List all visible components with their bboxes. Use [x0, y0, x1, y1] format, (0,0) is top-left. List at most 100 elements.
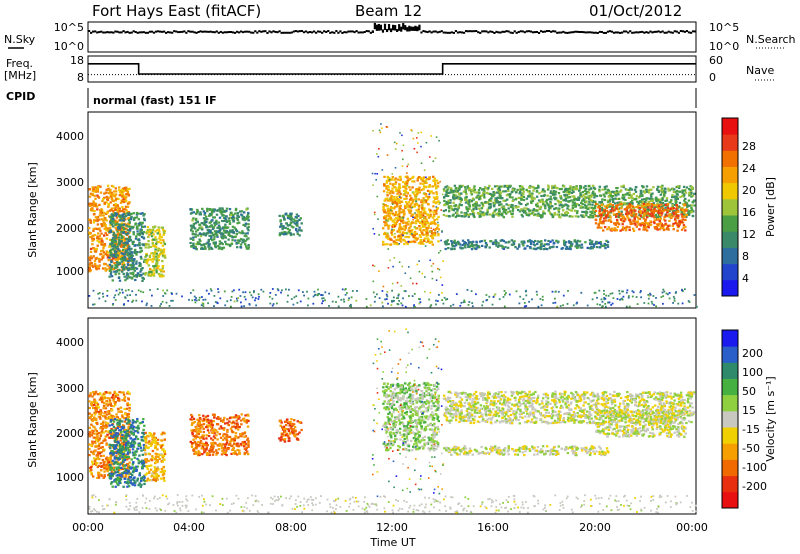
echo-cell	[582, 194, 585, 197]
echo-cell	[121, 229, 125, 232]
echo-cell	[108, 256, 111, 259]
echo-cell	[121, 217, 124, 220]
echo-cell	[639, 211, 642, 214]
echo-cell	[274, 294, 277, 296]
noise-sample	[550, 30, 553, 33]
echo-cell	[590, 187, 593, 190]
echo-cell	[223, 209, 227, 213]
echo-cell	[564, 247, 568, 250]
echo-cell	[435, 179, 439, 182]
echo-cell	[213, 295, 216, 297]
echo-cell	[399, 211, 402, 214]
echo-cell	[240, 213, 243, 216]
echo-cell	[665, 199, 669, 202]
echo-cell	[130, 257, 133, 260]
echo-cell	[452, 213, 455, 216]
echo-cell	[199, 240, 202, 243]
echo-cell	[158, 274, 162, 277]
echo-cell	[541, 295, 544, 298]
echo-cell	[415, 188, 418, 191]
echo-cell	[674, 198, 677, 201]
echo-cell	[494, 293, 497, 296]
noise-sample	[100, 30, 103, 33]
echo-cell	[443, 199, 446, 202]
echo-cell	[437, 215, 440, 218]
echo-cell	[430, 232, 434, 235]
noise-sample	[610, 30, 614, 33]
echo-cell	[632, 205, 635, 208]
echo-cell	[221, 211, 224, 214]
noise-sample	[148, 30, 151, 33]
echo-cell	[92, 229, 95, 232]
echo-cell	[635, 195, 639, 198]
echo-cell	[685, 213, 689, 217]
noise-sample	[501, 30, 504, 33]
echo-cell	[143, 217, 146, 220]
echo-cell	[98, 227, 101, 230]
echo-cell	[672, 302, 674, 304]
noise-sample	[118, 31, 121, 34]
echo-cell	[96, 218, 99, 221]
noise-sample	[665, 31, 668, 34]
echo-cell	[642, 217, 646, 220]
echo-cell	[421, 219, 425, 222]
echo-cell	[635, 200, 639, 203]
echo-cell	[122, 217, 126, 220]
echo-cell	[191, 225, 194, 228]
echo-cell	[192, 246, 196, 249]
echo-cell	[114, 187, 117, 190]
echo-cell	[288, 229, 291, 232]
echo-cell	[609, 216, 612, 219]
noise-sample	[160, 30, 164, 33]
echo-cell	[110, 191, 113, 194]
echo-cell	[117, 206, 120, 209]
echo-cell	[402, 185, 406, 188]
noise-sample	[588, 31, 591, 34]
echo-cell	[641, 200, 644, 203]
echo-cell	[413, 216, 417, 219]
echo-cell	[127, 239, 131, 243]
echo-cell	[621, 226, 625, 229]
echo-cell	[584, 241, 587, 244]
noise-sample	[479, 31, 482, 34]
echo-cell	[109, 250, 112, 254]
echo-cell	[121, 263, 124, 266]
echo-cell	[531, 199, 535, 203]
echo-cell	[156, 249, 160, 252]
echo-cell	[120, 245, 123, 248]
echo-cell	[600, 206, 604, 209]
echo-cell	[653, 226, 656, 229]
echo-cell	[495, 244, 498, 247]
noise-sample	[337, 31, 340, 34]
noise-sample	[345, 31, 348, 34]
echo-cell	[562, 239, 566, 242]
echo-cell	[209, 229, 212, 232]
echo-cell	[538, 214, 542, 217]
echo-cell	[611, 207, 614, 210]
noise-sample	[272, 30, 275, 33]
echo-cell	[258, 295, 260, 298]
noise-sample	[548, 30, 551, 33]
echo-cell	[411, 228, 414, 232]
echo-cell	[445, 240, 448, 243]
echo-cell	[661, 209, 664, 213]
echo-cell	[547, 209, 550, 212]
echo-cell	[133, 216, 137, 219]
echo-cell	[446, 203, 449, 206]
echo-cell	[627, 196, 631, 199]
echo-cell	[634, 197, 637, 200]
echo-cell	[138, 234, 141, 237]
echo-cell	[237, 241, 240, 244]
echo-cell	[398, 198, 401, 201]
echo-cell	[519, 190, 522, 193]
echo-cell	[652, 186, 655, 189]
echo-cell	[625, 202, 629, 205]
echo-cell	[411, 295, 414, 297]
echo-cell	[423, 207, 426, 210]
echo-cell	[117, 269, 120, 272]
echo-cell	[580, 201, 583, 204]
echo-cell	[238, 210, 242, 213]
noise-sample	[294, 30, 297, 33]
echo-cell	[414, 237, 418, 240]
echo-cell	[204, 234, 208, 237]
